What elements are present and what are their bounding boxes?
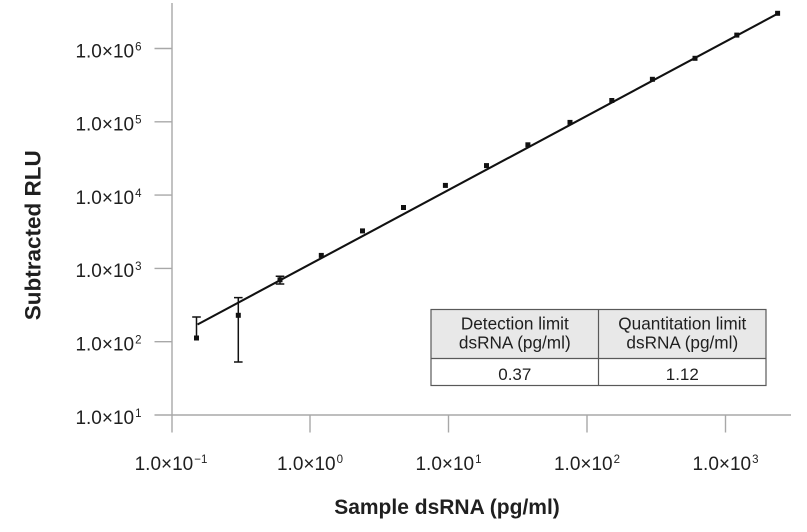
svg-text:1.12: 1.12 <box>666 365 699 384</box>
svg-text:1.0×101: 1.0×101 <box>415 454 481 475</box>
svg-text:Sample dsRNA (pg/ml): Sample dsRNA (pg/ml) <box>334 496 560 519</box>
svg-text:1.0×100: 1.0×100 <box>277 454 343 475</box>
svg-text:Quantitation limit: Quantitation limit <box>618 313 746 333</box>
svg-text:1.0×102: 1.0×102 <box>554 454 620 475</box>
svg-text:1.0×103: 1.0×103 <box>692 454 758 475</box>
svg-text:1.0×10−1: 1.0×10−1 <box>135 454 208 475</box>
svg-text:1.0×104: 1.0×104 <box>75 188 142 209</box>
svg-text:dsRNA (pg/ml): dsRNA (pg/ml) <box>459 333 571 353</box>
svg-text:1.0×105: 1.0×105 <box>75 115 141 136</box>
svg-text:1.0×103: 1.0×103 <box>75 261 141 282</box>
svg-text:1.0×101: 1.0×101 <box>75 408 141 429</box>
svg-text:1.0×102: 1.0×102 <box>75 335 141 356</box>
svg-text:Detection limit: Detection limit <box>461 313 569 333</box>
svg-text:Subtracted RLU: Subtracted RLU <box>21 150 46 320</box>
svg-text:1.0×106: 1.0×106 <box>75 41 141 62</box>
svg-text:0.37: 0.37 <box>498 365 531 384</box>
svg-text:dsRNA (pg/ml): dsRNA (pg/ml) <box>626 333 738 353</box>
